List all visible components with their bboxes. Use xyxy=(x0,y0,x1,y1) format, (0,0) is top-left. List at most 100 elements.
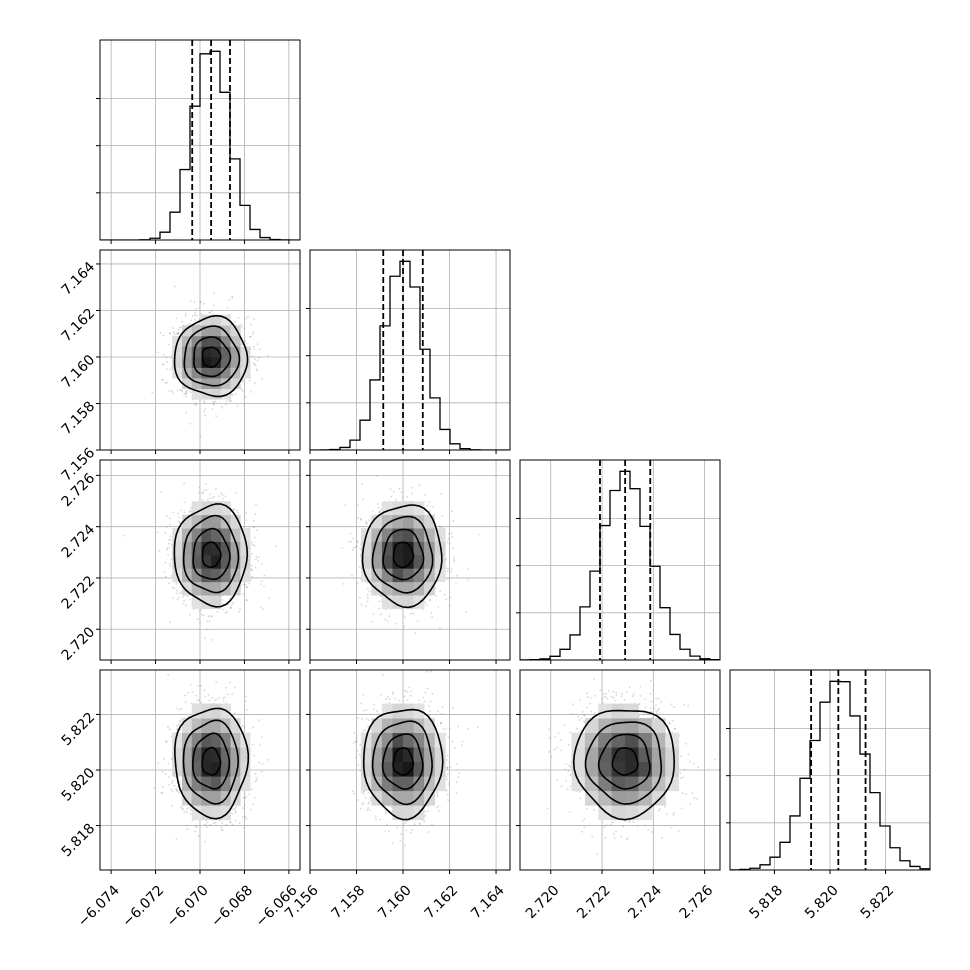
density-cell xyxy=(182,325,193,337)
sample-point xyxy=(175,317,178,320)
sample-point xyxy=(229,607,232,609)
sample-point xyxy=(178,596,180,599)
density-cell xyxy=(172,541,183,556)
sample-point xyxy=(195,308,198,310)
density-cell xyxy=(201,367,212,379)
sample-point xyxy=(244,396,247,398)
sample-point xyxy=(351,549,354,551)
density-cell xyxy=(392,514,404,529)
sample-point xyxy=(351,574,353,577)
sample-point xyxy=(255,503,257,506)
sample-point xyxy=(406,495,408,498)
sample-point xyxy=(178,592,181,595)
sample-point xyxy=(398,487,401,490)
density-cell xyxy=(211,314,222,326)
sample-point xyxy=(236,405,239,407)
sample-point xyxy=(169,523,171,526)
sample-point xyxy=(447,568,450,571)
sample-point xyxy=(172,331,175,334)
density-cell xyxy=(392,581,404,596)
sample-point xyxy=(358,566,361,568)
sample-point xyxy=(354,546,357,549)
density-cell xyxy=(211,595,222,609)
sample-point xyxy=(250,579,252,581)
sample-point xyxy=(245,599,248,601)
sample-point xyxy=(250,552,253,555)
density-cell xyxy=(230,528,241,542)
sample-point xyxy=(249,335,252,338)
density-cell xyxy=(191,568,202,583)
sample-point xyxy=(190,319,193,321)
density-cell xyxy=(230,357,241,368)
contour-level-2 xyxy=(183,325,241,387)
sample-point xyxy=(446,578,449,580)
density-cell xyxy=(201,335,212,347)
sample-point xyxy=(186,392,188,395)
sample-point xyxy=(456,574,458,577)
contour-level-0 xyxy=(201,346,222,368)
sample-point xyxy=(199,300,202,303)
sample-point xyxy=(166,360,169,363)
sample-point xyxy=(184,395,187,398)
density-cell xyxy=(191,501,202,516)
sample-point xyxy=(205,489,208,492)
sample-point xyxy=(204,637,206,640)
sample-point xyxy=(430,612,433,614)
sample-point xyxy=(428,510,431,513)
density-cell xyxy=(201,346,212,358)
sample-point xyxy=(183,482,186,484)
sample-point xyxy=(247,316,249,318)
density-cell xyxy=(182,514,193,529)
sample-point xyxy=(365,605,367,607)
density-cell xyxy=(230,335,241,347)
sample-point xyxy=(378,607,380,610)
sample-point xyxy=(203,410,206,413)
density-cell xyxy=(360,554,372,569)
density-cell xyxy=(230,568,241,583)
sample-point xyxy=(158,549,161,552)
sample-point xyxy=(167,553,170,556)
density-cell xyxy=(240,528,251,542)
sample-point xyxy=(199,435,202,438)
density-cell xyxy=(413,581,425,596)
density-cell xyxy=(191,514,202,529)
sample-point xyxy=(467,579,470,581)
sample-point xyxy=(151,391,154,394)
density-cell xyxy=(381,528,393,542)
density-cell xyxy=(201,501,212,516)
density-cell xyxy=(403,595,414,609)
sample-point xyxy=(380,595,383,598)
sample-point xyxy=(179,327,182,329)
sample-point xyxy=(403,625,406,628)
sample-point xyxy=(233,508,235,511)
sample-point xyxy=(172,780,175,782)
sample-point xyxy=(224,495,227,498)
sample-point xyxy=(230,400,232,402)
density-cell xyxy=(434,528,446,542)
contour-level-0 xyxy=(392,541,415,569)
sample-point xyxy=(213,496,216,498)
sample-point xyxy=(199,610,201,612)
sample-point xyxy=(191,315,194,317)
sample-point xyxy=(169,562,171,565)
sample-point xyxy=(368,519,370,522)
sample-point xyxy=(242,583,245,586)
sample-point xyxy=(221,599,224,601)
sample-point xyxy=(455,583,457,585)
density-cell xyxy=(201,514,212,529)
sample-point xyxy=(368,590,371,593)
contour-level-0 xyxy=(201,541,222,568)
sample-point xyxy=(199,301,202,304)
sample-point xyxy=(174,285,176,288)
sample-point xyxy=(225,404,227,406)
sample-point xyxy=(261,580,263,582)
sample-point xyxy=(450,532,453,534)
sample-point xyxy=(178,516,181,519)
sample-point xyxy=(207,615,210,618)
sample-point xyxy=(231,603,233,606)
contour-level-3 xyxy=(361,504,443,609)
sample-point xyxy=(176,332,179,335)
sample-point xyxy=(222,608,225,611)
sample-point xyxy=(230,393,233,396)
